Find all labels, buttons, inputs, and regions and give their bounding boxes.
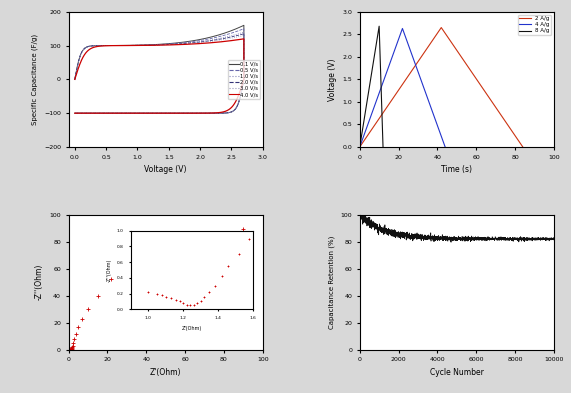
X-axis label: Z'(Ohm): Z'(Ohm) xyxy=(150,368,182,377)
X-axis label: Time (s): Time (s) xyxy=(441,165,472,174)
Y-axis label: Specific Capacitance (F/g): Specific Capacitance (F/g) xyxy=(32,34,38,125)
2 A/g xyxy=(356,145,363,149)
Line: 2 A/g: 2 A/g xyxy=(360,28,523,147)
X-axis label: Cycle Number: Cycle Number xyxy=(430,368,484,377)
2 A/g xyxy=(438,25,445,30)
Legend: 0.1 V/s, 0.5 V/s, 1.0 V/s, 2.0 V/s, 3.0 V/s, 4.0 V/s: 0.1 V/s, 0.5 V/s, 1.0 V/s, 2.0 V/s, 3.0 … xyxy=(228,60,260,99)
Y-axis label: Capacitance Retention (%): Capacitance Retention (%) xyxy=(328,235,335,329)
4 A/g xyxy=(356,145,363,149)
2 A/g xyxy=(520,145,526,149)
8 A/g xyxy=(380,145,387,149)
X-axis label: Voltage (V): Voltage (V) xyxy=(144,165,187,174)
Legend: 2 A/g, 4 A/g, 8 A/g: 2 A/g, 4 A/g, 8 A/g xyxy=(518,15,551,35)
Y-axis label: -Z''(Ohm): -Z''(Ohm) xyxy=(35,264,44,300)
Line: 8 A/g: 8 A/g xyxy=(360,26,383,147)
4 A/g xyxy=(399,26,406,31)
Line: 4 A/g: 4 A/g xyxy=(360,28,445,147)
8 A/g xyxy=(356,145,363,149)
Y-axis label: Voltage (V): Voltage (V) xyxy=(328,58,337,101)
8 A/g xyxy=(376,24,383,29)
4 A/g xyxy=(442,145,449,149)
